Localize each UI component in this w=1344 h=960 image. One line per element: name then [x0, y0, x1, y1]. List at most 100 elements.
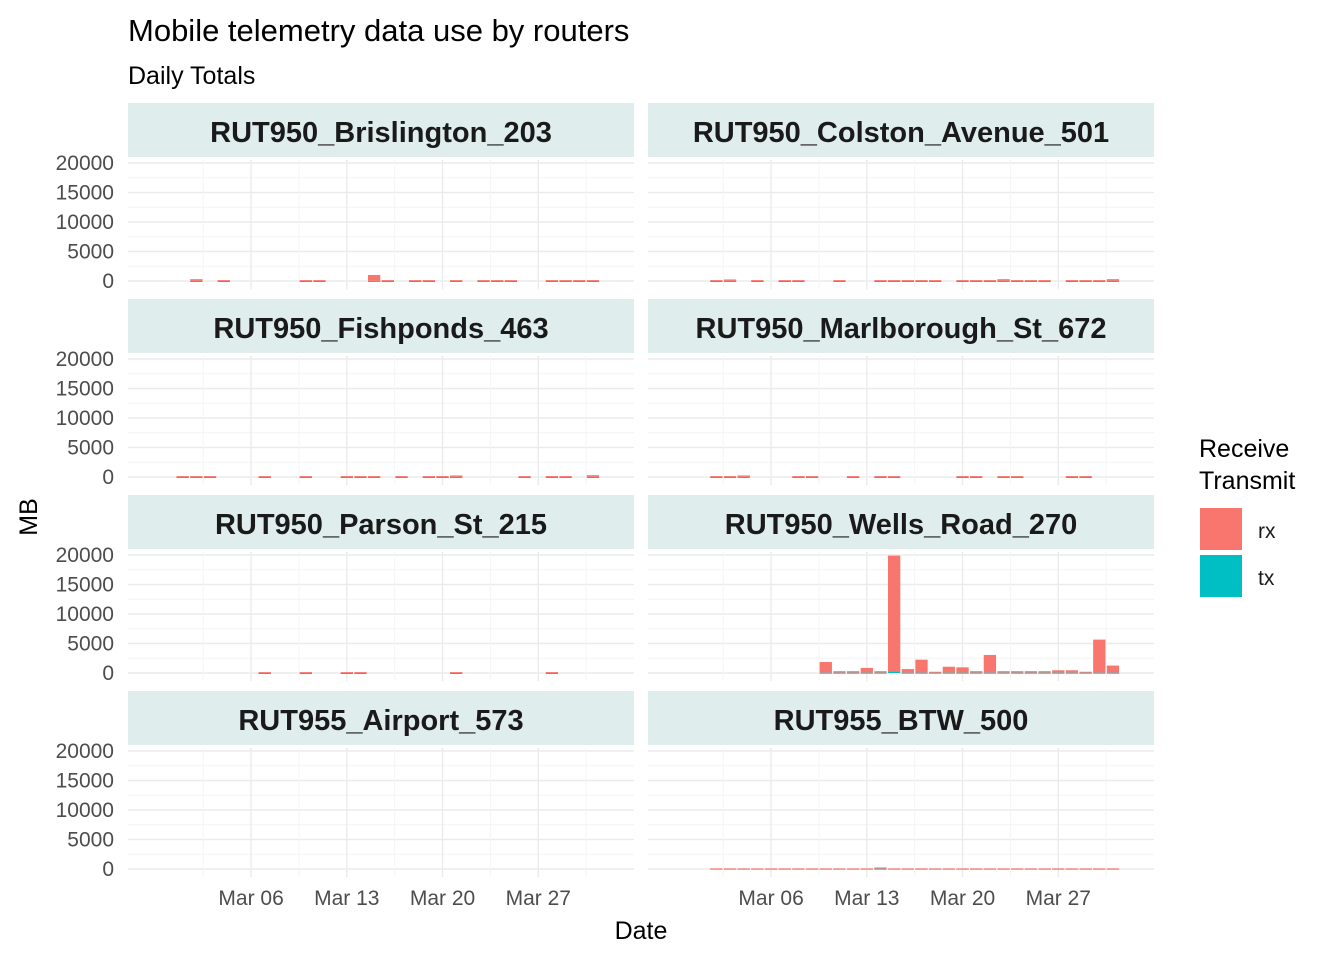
bar-rx	[983, 280, 997, 282]
bar-rx	[819, 868, 832, 870]
bar-tx	[874, 868, 887, 870]
facet-strip-label: RUT950_Colston_Avenue_501	[693, 117, 1109, 149]
bar-rx	[751, 868, 764, 870]
bar-rx	[846, 868, 860, 870]
bar-rx	[723, 476, 737, 478]
bar-rx	[805, 868, 819, 870]
bar-tx	[710, 476, 723, 478]
bar-tx	[983, 672, 997, 674]
bar-tx	[545, 476, 559, 478]
bar-tx	[354, 476, 367, 478]
bar-tx	[737, 476, 750, 478]
bar-rx	[1065, 868, 1079, 870]
bar-tx	[559, 476, 572, 478]
bar-rx	[190, 279, 203, 281]
bar-rx	[573, 280, 586, 282]
bar-tx	[340, 476, 353, 478]
bar-rx	[929, 868, 942, 870]
bar-rx	[1011, 671, 1024, 673]
bar-rx	[792, 868, 805, 870]
x-tick-label: Mar 20	[410, 887, 475, 910]
bar-tx	[504, 280, 518, 282]
bar-tx	[846, 476, 860, 478]
x-tick-label: Mar 27	[1026, 887, 1091, 910]
bar-tx	[915, 672, 928, 674]
bar-rx	[340, 672, 353, 674]
bar-tx	[450, 476, 463, 478]
bar-tx	[1079, 280, 1092, 282]
bar-rx	[1093, 868, 1106, 870]
bar-rx	[1011, 868, 1024, 870]
bar-tx	[586, 476, 600, 478]
bar-rx	[176, 476, 189, 478]
bar-tx	[970, 280, 983, 282]
bar-rx	[1106, 868, 1120, 870]
bar-rx	[942, 868, 956, 870]
bar-rx	[559, 476, 572, 478]
bar-tx	[956, 672, 969, 674]
bar-tx	[792, 476, 805, 478]
bar-rx	[1106, 665, 1120, 673]
bar-rx	[723, 279, 737, 281]
bar-rx	[874, 280, 887, 282]
bar-rx	[1024, 868, 1038, 870]
bar-tx	[997, 476, 1010, 478]
bar-rx	[477, 280, 490, 282]
bar-rx	[354, 672, 367, 674]
bar-rx	[1052, 670, 1065, 673]
bar-rx	[450, 672, 463, 674]
bar-tx	[778, 280, 791, 282]
bar-tx	[1079, 476, 1092, 478]
y-tick-label: 0	[102, 858, 114, 881]
bar-rx	[395, 476, 408, 478]
y-tick-label: 0	[102, 466, 114, 489]
bar-rx	[819, 662, 832, 673]
facet-strip	[128, 495, 634, 549]
bar-rx	[368, 274, 381, 281]
legend-key-tx	[1200, 555, 1242, 597]
x-axis-title: Date	[615, 917, 668, 945]
bar-tx	[1093, 280, 1106, 282]
bar-tx	[1024, 280, 1038, 282]
y-tick-label: 20000	[56, 152, 114, 175]
bar-tx	[477, 280, 490, 282]
y-tick-label: 20000	[56, 740, 114, 763]
bar-rx	[888, 555, 901, 672]
bar-tx	[354, 672, 367, 674]
y-tick-label: 5000	[67, 633, 114, 656]
bar-rx	[1093, 639, 1106, 673]
bar-tx	[1052, 672, 1065, 674]
bar-rx	[1024, 280, 1038, 282]
bar-rx	[1079, 280, 1092, 282]
bar-rx	[778, 868, 791, 870]
bar-tx	[450, 280, 463, 282]
bar-rx	[203, 476, 217, 478]
bar-rx	[901, 669, 914, 673]
bar-rx	[710, 476, 723, 478]
bar-rx	[436, 476, 449, 478]
bar-tx	[874, 672, 887, 674]
bar-rx	[299, 672, 312, 674]
bar-rx	[860, 868, 873, 870]
bar-rx	[1038, 280, 1051, 282]
bar-tx	[874, 280, 887, 282]
y-tick-label: 5000	[67, 437, 114, 460]
legend-title-line-1: Receive	[1199, 435, 1289, 463]
bar-rx	[1079, 476, 1092, 478]
bar-rx	[545, 476, 559, 478]
facet-strip	[648, 103, 1154, 157]
bar-tx	[1038, 280, 1051, 282]
y-tick-label: 0	[102, 270, 114, 293]
bar-rx	[450, 475, 463, 477]
bar-tx	[970, 476, 983, 478]
bar-rx	[970, 868, 983, 870]
panel: RUT950_Parson_St_215 0 5000 10000 15000 20000	[56, 495, 634, 685]
chart-subtitle: Daily Totals	[128, 62, 255, 90]
bar-rx	[340, 476, 353, 478]
bar-rx	[368, 476, 381, 478]
bar-tx	[545, 280, 559, 282]
y-tick-label: 0	[102, 662, 114, 685]
facet-strip-label: RUT955_BTW_500	[774, 705, 1029, 737]
bar-tx	[983, 280, 997, 282]
bar-tx	[422, 476, 436, 478]
